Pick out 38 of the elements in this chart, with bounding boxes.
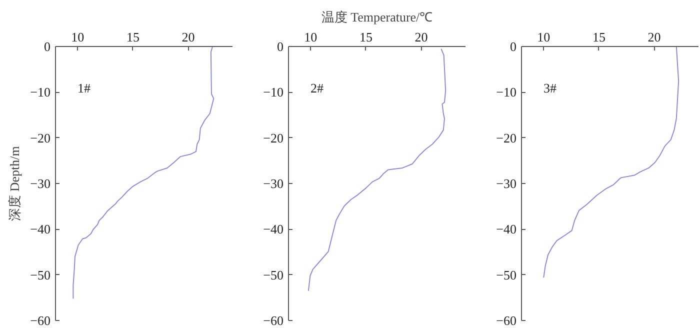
- line-series: [308, 48, 446, 292]
- y-tick-label: −50: [30, 267, 51, 282]
- y-tick-label: −40: [263, 222, 284, 237]
- y-tick-label: −10: [263, 84, 284, 100]
- line-series: [72, 46, 214, 300]
- y-tick-label: 0: [510, 39, 516, 54]
- y-axis-title: 深度 Depth/m: [7, 146, 22, 221]
- y-tick-label: −20: [263, 130, 284, 146]
- annotation: 1#: [78, 80, 91, 96]
- annotation: 2#: [310, 80, 324, 96]
- x-tick-label: 10: [304, 30, 318, 44]
- y-tick-label: −60: [30, 313, 51, 328]
- x-tick-label: 10: [537, 30, 550, 44]
- y-tick-label: −50: [496, 267, 517, 282]
- y-tick-label: −30: [263, 176, 284, 191]
- y-tick-label: −10: [496, 84, 517, 100]
- y-tick-label: −40: [496, 222, 517, 237]
- y-tick-label: −50: [263, 267, 284, 282]
- x-tick-label: 15: [592, 30, 606, 44]
- y-tick-label: −40: [30, 222, 51, 237]
- y-tick-label: −60: [263, 313, 284, 328]
- y-tick-label: −20: [496, 130, 517, 146]
- x-tick-label: 20: [648, 30, 661, 44]
- y-tick-label: −60: [496, 313, 517, 328]
- x-axis-title: 温度 Temperature/℃: [321, 10, 433, 24]
- x-tick-label: 15: [126, 30, 140, 44]
- x-tick-label: 15: [359, 30, 372, 44]
- y-tick-label: −30: [496, 176, 517, 191]
- x-tick-label: 20: [182, 30, 195, 44]
- x-tick-label: 10: [71, 30, 84, 44]
- y-tick-label: −10: [30, 84, 51, 100]
- y-tick-label: 0: [277, 39, 284, 54]
- annotation: 3#: [544, 80, 557, 96]
- line-series: [543, 46, 680, 278]
- y-tick-label: 0: [44, 39, 50, 54]
- y-tick-label: −30: [30, 176, 51, 191]
- y-tick-label: −20: [30, 130, 51, 146]
- x-tick-label: 20: [414, 30, 428, 44]
